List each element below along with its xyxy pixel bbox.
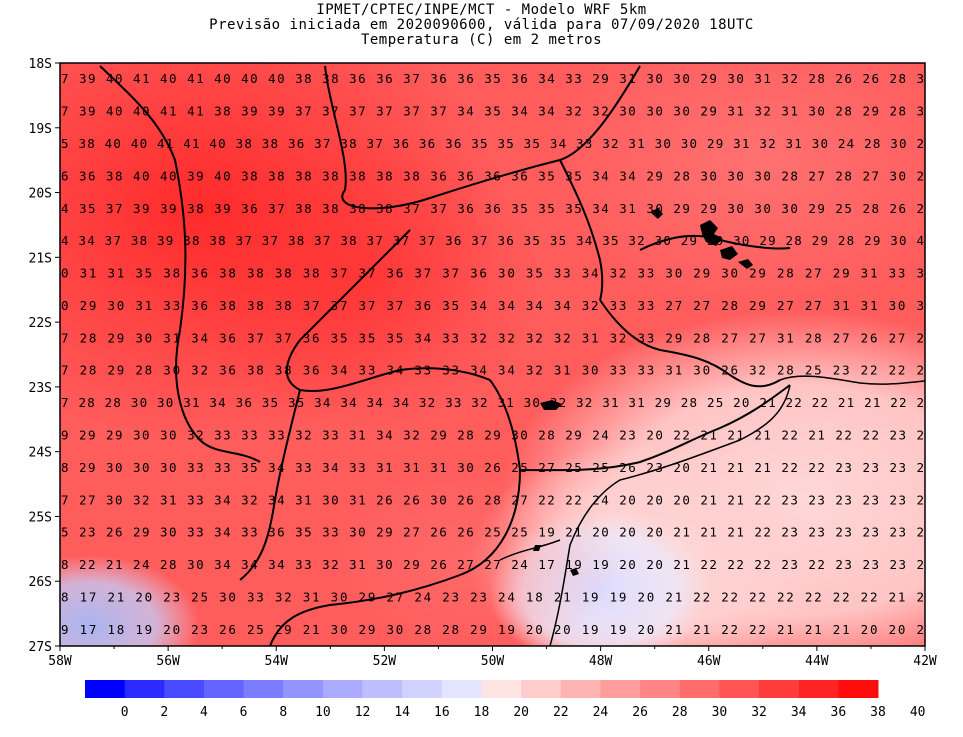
longitude-axis: 58W 56W 54W 52W 50W 48W 46W 44W 42W [48,646,937,669]
lat-label: 20S [29,187,52,202]
lat-label: 27S [29,640,52,655]
lon-label: 42W [913,654,937,669]
grid-row: 6 36 38 40 40 39 40 38 38 38 38 38 38 38… [61,168,924,183]
colorbar-label: 20 [513,705,529,720]
colorbar-label: 16 [434,705,450,720]
grid-row: 7 28 29 30 31 34 36 37 37 36 35 35 35 34… [61,330,924,345]
colorbar-swatch [838,680,879,698]
lon-label: 58W [48,654,72,669]
lat-label: 26S [29,575,52,590]
colorbar-label: 34 [791,705,807,720]
colorbar-swatch [243,680,284,698]
lat-label: 23S [29,381,52,396]
colorbar-label: 4 [200,705,208,720]
grid-row: 4 35 37 39 39 38 39 36 37 38 38 38 38 37… [61,201,924,216]
colorbar-label: 10 [315,705,331,720]
colorbar-swatch [759,680,800,698]
colorbar-swatch [124,680,165,698]
colorbar-label: 14 [394,705,410,720]
temperature-field [60,63,925,646]
colorbar-label: 30 [712,705,728,720]
grid-row: 8 17 21 20 23 25 30 33 32 31 30 29 27 24… [61,589,924,604]
grid-row: 0 31 31 35 38 36 38 38 38 38 37 37 36 37… [61,266,924,281]
colorbar-label: 28 [672,705,688,720]
colorbar-swatch [600,680,641,698]
title-line-3: Temperatura (C) em 2 metros [360,32,603,48]
grid-row: 9 17 18 19 20 23 26 25 29 21 30 29 30 28… [61,622,924,637]
lon-label: 54W [265,654,289,669]
colorbar-label: 40 [910,705,926,720]
grid-row: 7 39 40 41 40 41 40 40 40 38 38 36 36 37… [61,71,924,86]
colorbar: 0 2 4 6 8 10 12 14 16 18 20 22 24 26 28 30 32 34 36 38 40 [85,680,925,720]
colorbar-label: 2 [160,705,168,720]
colorbar-swatch [203,680,245,698]
title-line-2: Previsão iniciada em 2020090600, válida … [209,17,754,33]
grid-row: 4 34 37 38 39 38 38 37 37 38 37 38 37 37… [61,233,924,248]
colorbar-swatch [481,680,522,698]
lat-label: 19S [29,122,52,137]
lat-label: 21S [29,251,52,266]
colorbar-swatch [402,680,443,698]
grid-row: 8 29 30 30 30 33 33 35 34 33 34 33 31 31… [61,460,924,475]
lat-label: 22S [29,316,52,331]
state-boundaries [99,65,925,646]
grid-row: 7 27 30 32 31 33 34 32 34 31 30 31 26 26… [61,492,924,507]
lon-label: 44W [805,654,829,669]
colorbar-swatch [719,680,760,698]
grid-row: 5 38 40 40 41 41 40 38 38 36 37 38 37 36… [61,136,924,151]
colorbar-label: 18 [474,705,490,720]
colorbar-swatch [798,680,839,698]
grid-row: 0 29 30 31 33 36 38 38 38 37 37 37 37 36… [61,298,924,313]
colorbar-label: 0 [121,705,129,720]
colorbar-label: 26 [632,705,648,720]
colorbar-swatch [322,680,364,698]
lon-label: 48W [589,654,613,669]
colorbar-swatch [521,680,562,698]
reservoirs [533,208,753,576]
colorbar-swatch [441,680,482,698]
colorbar-label: 12 [355,705,371,720]
colorbar-swatch [283,680,324,698]
grid-row: 7 28 28 30 30 31 34 36 35 35 34 34 34 34… [61,395,924,410]
colorbar-label: 36 [831,705,847,720]
latitude-axis: 18S 19S 20S 21S 22S 23S 24S 25S 26S 27S [29,57,60,655]
colorbar-label: 32 [751,705,767,720]
colorbar-label: 38 [870,705,886,720]
lat-label: 25S [29,510,52,525]
colorbar-swatch [640,680,681,698]
lon-label: 56W [156,654,180,669]
lon-label: 50W [481,654,505,669]
grid-row: 7 39 40 40 41 41 38 39 39 37 37 37 37 37… [61,104,924,119]
grid-row: 7 28 29 28 30 32 36 38 38 36 34 33 34 33… [61,363,924,378]
colorbar-swatch [85,680,126,698]
lat-label: 18S [29,57,52,72]
grid-row: 8 22 21 24 28 30 34 34 34 33 32 31 30 29… [61,557,924,572]
lon-label: 52W [373,654,397,669]
lon-label: 46W [697,654,721,669]
title-line-1: IPMET/CPTEC/INPE/MCT - Modelo WRF 5km [316,2,647,18]
colorbar-label: 8 [279,705,287,720]
colorbar-swatch [362,680,403,698]
colorbar-label: 24 [593,705,609,720]
colorbar-swatch [164,680,205,698]
lat-label: 24S [29,446,52,461]
colorbar-label: 6 [240,705,248,720]
grid-row: 9 29 29 30 30 32 33 33 33 32 33 31 34 32… [61,427,924,442]
grid-row: 5 23 26 29 30 33 34 33 36 35 33 30 29 27… [61,525,924,540]
colorbar-swatch [560,680,601,698]
colorbar-label: 22 [553,705,569,720]
colorbar-swatch [679,680,720,698]
